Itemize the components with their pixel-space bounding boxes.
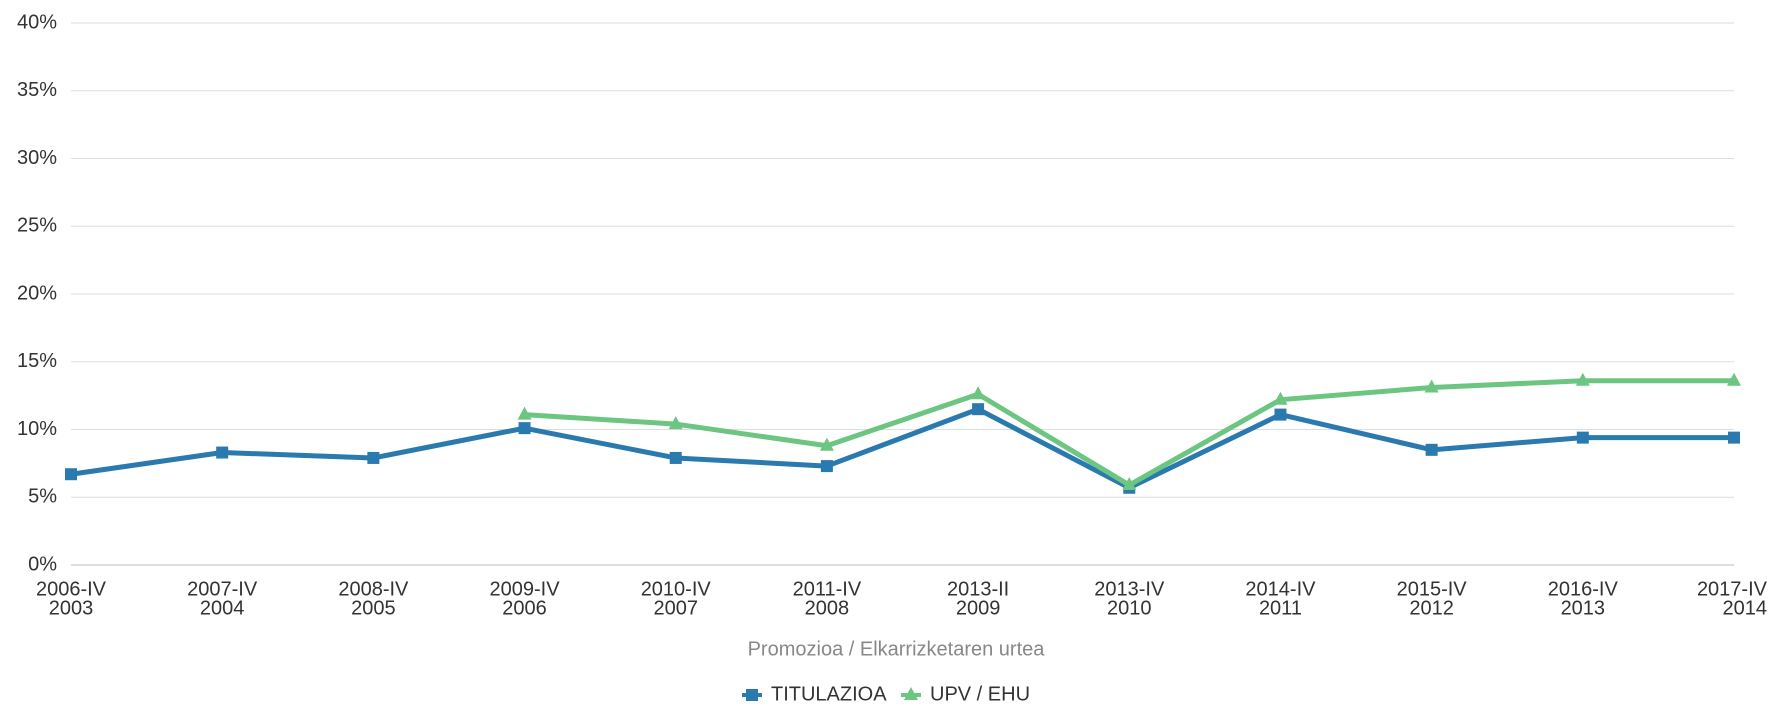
marker: [668, 416, 683, 430]
y-tick-label: 15%: [17, 350, 57, 372]
marker: [1727, 372, 1741, 386]
marker: [1424, 379, 1439, 393]
x-tick-label: 2006-IV: [36, 578, 107, 600]
marker: [216, 446, 229, 459]
y-tick-label: 40%: [17, 11, 57, 33]
x-tick-label: 2013-IV: [1094, 578, 1165, 600]
x-tick-label: 2007: [653, 597, 698, 619]
x-axis-title: Promozioa / Elkarrizketaren urtea: [748, 638, 1046, 660]
x-tick-label: 2017-IV: [1697, 578, 1768, 600]
marker: [1122, 477, 1137, 491]
marker: [820, 460, 833, 473]
marker: [1425, 443, 1438, 456]
marker: [367, 451, 380, 464]
x-tick-label: 2012: [1409, 597, 1454, 619]
x-tick-label: 2014: [1723, 597, 1768, 619]
y-tick-label: 10%: [17, 418, 57, 440]
x-tick-label: 2013-II: [947, 578, 1009, 600]
marker: [971, 386, 986, 400]
legend-label: UPV / EHU: [930, 683, 1030, 704]
legend-marker: [746, 689, 758, 701]
y-tick-label: 20%: [17, 282, 57, 304]
x-tick-label: 2011: [1259, 597, 1302, 619]
x-tick-label: 2010-IV: [641, 578, 712, 600]
marker: [972, 403, 985, 416]
series-line: [524, 378, 1734, 488]
x-tick-label: 2009-IV: [490, 578, 561, 600]
marker: [517, 406, 532, 420]
x-tick-label: 2003: [49, 597, 94, 619]
series-line: [70, 406, 1734, 491]
x-tick-label: 2004: [200, 597, 245, 619]
marker: [518, 422, 531, 435]
marker: [669, 451, 682, 464]
x-tick-label: 2008-IV: [338, 578, 409, 600]
x-tick-label: 2006: [502, 597, 547, 619]
legend-marker: [904, 687, 918, 700]
x-tick-label: 2010: [1107, 597, 1152, 619]
marker: [1576, 431, 1589, 444]
x-tick-label: 2013: [1561, 597, 1606, 619]
marker: [1273, 391, 1288, 405]
marker: [1274, 408, 1287, 421]
x-tick-label: 2015-IV: [1397, 578, 1468, 600]
x-tick-label: 2009: [956, 597, 1001, 619]
x-tick-label: 2005: [351, 597, 396, 619]
y-tick-label: 0%: [28, 553, 57, 575]
marker: [819, 437, 834, 451]
y-tick-label: 30%: [17, 147, 57, 169]
legend-label: TITULAZIOA: [771, 683, 887, 704]
x-tick-label: 2008: [805, 597, 850, 619]
x-tick-label: 2016-IV: [1548, 578, 1619, 600]
y-tick-label: 5%: [28, 486, 57, 508]
marker: [65, 468, 77, 481]
x-tick-label: 2011-IV: [793, 578, 862, 600]
marker: [1728, 431, 1740, 444]
y-tick-label: 25%: [17, 215, 57, 237]
y-tick-label: 35%: [17, 79, 57, 101]
marker: [1575, 372, 1590, 386]
x-tick-label: 2007-IV: [187, 578, 258, 600]
x-tick-label: 2014-IV: [1245, 578, 1316, 600]
